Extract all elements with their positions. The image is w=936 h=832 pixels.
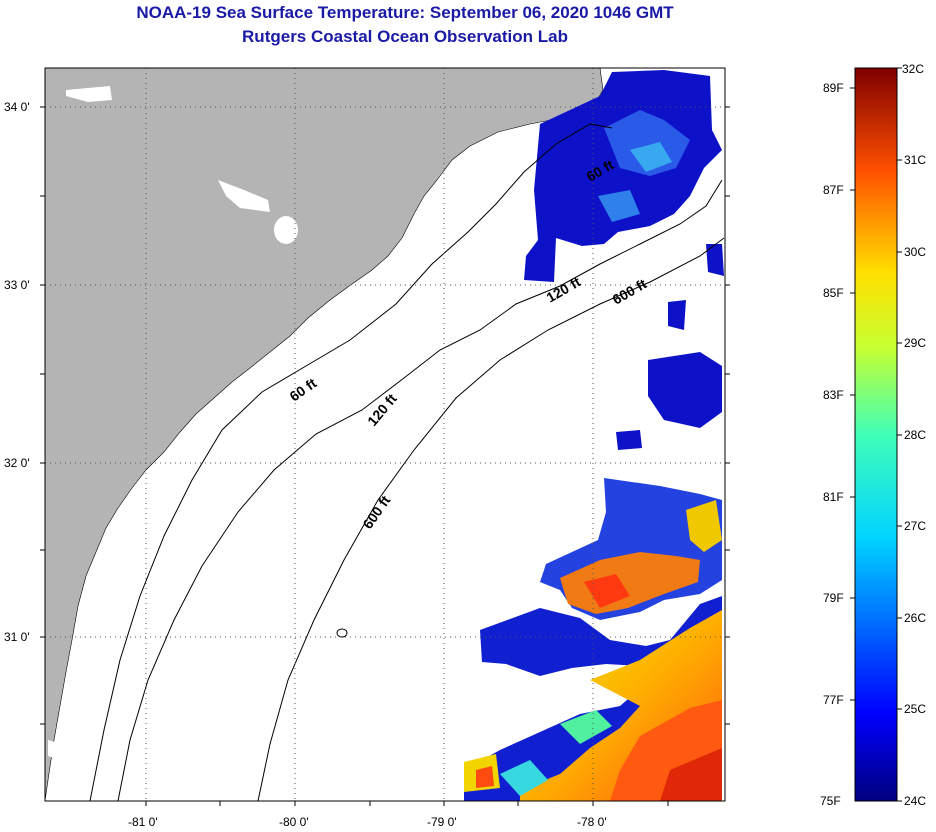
map-title: NOAA-19 Sea Surface Temperature: Septemb… bbox=[136, 3, 674, 22]
lake bbox=[274, 216, 298, 244]
land-mass bbox=[45, 68, 604, 801]
colorbar-c-label: 30C bbox=[904, 245, 926, 259]
lake bbox=[218, 180, 270, 212]
sst-data-patches bbox=[464, 70, 724, 801]
colorbar-c-label: 24C bbox=[904, 794, 926, 808]
colorbar-c-label: 32C bbox=[902, 62, 924, 76]
colorbar-f-label: 81F bbox=[823, 490, 844, 504]
colorbar-f-label: 79F bbox=[823, 591, 844, 605]
map-subtitle: Rutgers Coastal Ocean Observation Lab bbox=[242, 27, 568, 46]
longitude-label: -79 0' bbox=[427, 815, 457, 829]
colorbar-f-label: 77F bbox=[823, 693, 844, 707]
latitude-label: 34 0' bbox=[4, 100, 30, 114]
colorbar-f-label: 75F bbox=[820, 794, 841, 808]
colorbar-c-label: 27C bbox=[904, 519, 926, 533]
bathymetry-contours bbox=[89, 123, 725, 801]
colorbar-gradient bbox=[854, 67, 898, 802]
colorbar-f-label: 85F bbox=[823, 286, 844, 300]
colorbar-c-label: 28C bbox=[904, 428, 926, 442]
colorbar-c-label: 26C bbox=[904, 611, 926, 625]
colorbar-c-label: 25C bbox=[904, 702, 926, 716]
latitude-label: 32 0' bbox=[4, 456, 30, 470]
graticule bbox=[45, 68, 725, 801]
map-plot-area: 60 ft 120 ft 600 ft 60 ft 120 ft 600 ft bbox=[45, 68, 725, 801]
colorbar-c-label: 31C bbox=[904, 153, 926, 167]
longitude-label: -80 0' bbox=[279, 815, 309, 829]
temperature-colorbar: 89F 87F 85F 83F 81F 79F 77F 75F 32C 31C … bbox=[820, 62, 926, 808]
colorbar-f-label: 87F bbox=[823, 183, 844, 197]
longitude-label: -81 0' bbox=[128, 815, 158, 829]
lake bbox=[66, 86, 112, 102]
colorbar-f-label: 89F bbox=[823, 81, 844, 95]
map-frame bbox=[44, 67, 726, 802]
colorbar-c-label: 29C bbox=[904, 336, 926, 350]
latitude-label: 33 0' bbox=[4, 278, 30, 292]
colorbar-f-label: 83F bbox=[823, 388, 844, 402]
axis-ticks bbox=[40, 106, 730, 806]
longitude-label: -78 0' bbox=[577, 815, 607, 829]
latitude-label: 31 0' bbox=[4, 630, 30, 644]
lake bbox=[48, 740, 62, 760]
